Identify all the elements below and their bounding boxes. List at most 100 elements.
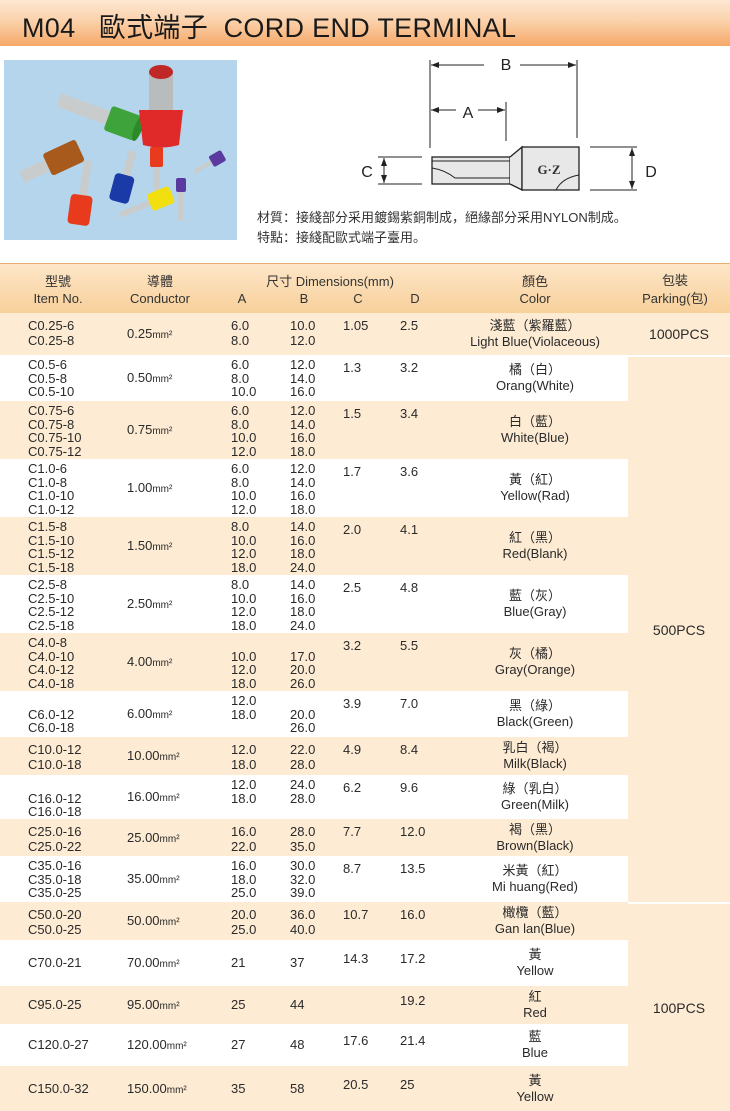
conductor-unit: mm² (159, 917, 180, 928)
cell-b: 36.0 40.0 (290, 907, 315, 937)
cell-conductor: 95.00mm² (127, 997, 180, 1012)
cell-items-line: C4.0-18 (28, 675, 75, 691)
header-conductor-zh: 導體 (146, 274, 173, 289)
cell-items-line: C1.5-18 (28, 559, 75, 575)
cell-a-line: 8.0 (231, 416, 250, 432)
cell-a-line: 8.0 (231, 474, 250, 490)
conductor-unit: mm² (159, 793, 180, 804)
cell-d: 16.0 (400, 907, 426, 922)
cell-b-line: 14.0 (290, 474, 316, 490)
cell-b-line: 16.0 (290, 590, 316, 606)
cell-a: 8.0 10.0 12.0 18.0 (231, 578, 256, 632)
cell-b-line: 12.0 (290, 333, 316, 348)
cell-items-line: C0.75-12 (28, 443, 82, 459)
cell-d: 21.4 (400, 1033, 426, 1048)
color-zh: 橘（白） (508, 362, 561, 377)
conductor-unit: mm² (159, 834, 180, 845)
cell-b: 58 (290, 1081, 304, 1096)
packaging-cell: 500PCS (628, 357, 730, 902)
cell-items-line: C0.5-8 (28, 370, 68, 386)
table-row: C95.0-25 95.00mm² 25 44 19.2 紅 Red (0, 986, 628, 1024)
cell-c: 6.2 (343, 780, 362, 795)
conductor-value: 95.00 (127, 997, 160, 1012)
cell-items: C2.5-8 C2.5-10 C2.5-12 C2.5-18 (28, 578, 74, 632)
cell-b-line (290, 694, 315, 708)
cell-a-line: 10.0 (231, 648, 257, 664)
cell-b: 20.0 26.0 (290, 694, 315, 735)
cell-d: 12.0 (400, 824, 426, 839)
cell-color: 灰（橘） Gray(Orange) (440, 646, 628, 678)
cell-items-line: C0.5-10 (28, 384, 75, 399)
cell-items-line: C4.0-8 (28, 635, 68, 650)
cell-a-line: 12.0 (231, 443, 257, 459)
cell-color: 紅（黑） Red(Blank) (440, 530, 628, 562)
color-en: Brown(Black) (496, 838, 574, 853)
color-zh: 綠（乳白） (502, 781, 568, 796)
cell-b-line: 39.0 (290, 885, 316, 900)
cell-items-line: C1.5-12 (28, 546, 75, 561)
cell-a-line: 20.0 (231, 907, 257, 922)
color-en: Orang(White) (495, 378, 575, 393)
cell-conductor: 6.00mm² (127, 706, 172, 721)
conductor-value: 2.50 (127, 596, 153, 611)
cell-items-line: C2.5-18 (28, 617, 75, 633)
cell-items: C10.0-12 C10.0-18 (28, 742, 81, 772)
conductor-unit: mm² (152, 710, 173, 721)
cell-a: 35 (231, 1081, 245, 1096)
color-zh: 灰（橘） (508, 646, 561, 661)
table-row: C25.0-16 C25.0-22 25.00mm² 16.0 22.0 28.0 35.0… (0, 819, 628, 856)
cell-a-line: 25.0 (231, 922, 257, 937)
cell-a-line (231, 636, 256, 650)
cell-conductor: 70.00mm² (127, 955, 180, 970)
cell-b-line: 10.0 (290, 318, 316, 333)
cell-a-line: 12.0 (231, 662, 257, 677)
dimension-diagram: B A C D G·Z (240, 50, 730, 200)
cell-d: 25 (400, 1077, 415, 1092)
color-en: Yellow (516, 1089, 554, 1104)
table-row: C1.0-6 C1.0-8 C1.0-10 C1.0-12 1.00mm² 6.0 8.0 1… (0, 459, 628, 517)
cell-b-line: 30.0 (290, 858, 316, 873)
cell-b: 12.0 14.0 16.0 18.0 (290, 404, 315, 458)
color-en: Red(Blank) (502, 546, 568, 561)
table-row: C4.0-8 C4.0-10 C4.0-12 C4.0-18 4.00mm² 10.0 12… (0, 633, 628, 691)
header-color-en: Color (519, 291, 551, 306)
cell-items: C0.75-6 C0.75-8 C0.75-10 C0.75-12 (28, 404, 81, 458)
cell-c: 1.3 (343, 360, 362, 375)
color-zh: 藍（灰） (508, 588, 561, 603)
table-row: C50.0-20 C50.0-25 50.00mm² 20.0 25.0 36.0 40.0… (0, 902, 628, 940)
color-en: Milk(Black) (503, 756, 567, 771)
dim-c-label: C (361, 164, 373, 181)
cell-b: 44 (290, 997, 304, 1012)
cell-b-line: 14.0 (290, 519, 316, 534)
cell-b-line: 28.0 (290, 824, 316, 839)
cell-a-line: 12.0 (231, 693, 257, 708)
cell-d: 3.6 (400, 464, 419, 479)
table-row: C0.5-6 C0.5-8 C0.5-10 0.50mm² 6.0 8.0 10.0 12.0… (0, 355, 628, 401)
table-row: C120.0-27 120.00mm² 27 48 17.6 21.4 藍 Blue (0, 1024, 628, 1066)
color-zh: 米黃（紅） (502, 863, 568, 878)
cell-items: C4.0-8 C4.0-10 C4.0-12 C4.0-18 (28, 636, 74, 690)
cell-conductor: 10.00mm² (127, 748, 180, 763)
cell-d: 3.4 (400, 406, 419, 421)
cell-b-line: 14.0 (290, 370, 316, 386)
cell-a-line: 8.0 (231, 333, 250, 348)
cell-a-line: 18.0 (231, 617, 257, 633)
cell-items-line: C6.0-18 (28, 720, 75, 735)
cell-c: 8.7 (343, 861, 362, 876)
cell-items: C1.0-6 C1.0-8 C1.0-10 C1.0-12 (28, 462, 74, 516)
cell-items-line: C0.25-8 (28, 333, 75, 348)
color-en: White(Blue) (501, 430, 569, 445)
conductor-unit: mm² (152, 374, 173, 385)
conductor-value: 120.00 (127, 1037, 167, 1052)
cell-items-line: C25.0-16 (28, 824, 82, 839)
cell-a-line: 12.0 (231, 742, 257, 757)
cell-b-line: 32.0 (290, 871, 316, 887)
cell-a: 6.0 8.0 10.0 12.0 (231, 404, 256, 458)
cell-a-line: 10.0 (231, 532, 257, 548)
cell-d: 3.2 (400, 360, 419, 375)
cell-b-line: 35.0 (290, 839, 316, 854)
cell-color: 褐（黑） Brown(Black) (440, 822, 628, 854)
cell-c: 1.05 (343, 318, 369, 333)
color-en: Gray(Orange) (494, 662, 576, 677)
cell-a: 10.0 12.0 18.0 (231, 636, 256, 690)
